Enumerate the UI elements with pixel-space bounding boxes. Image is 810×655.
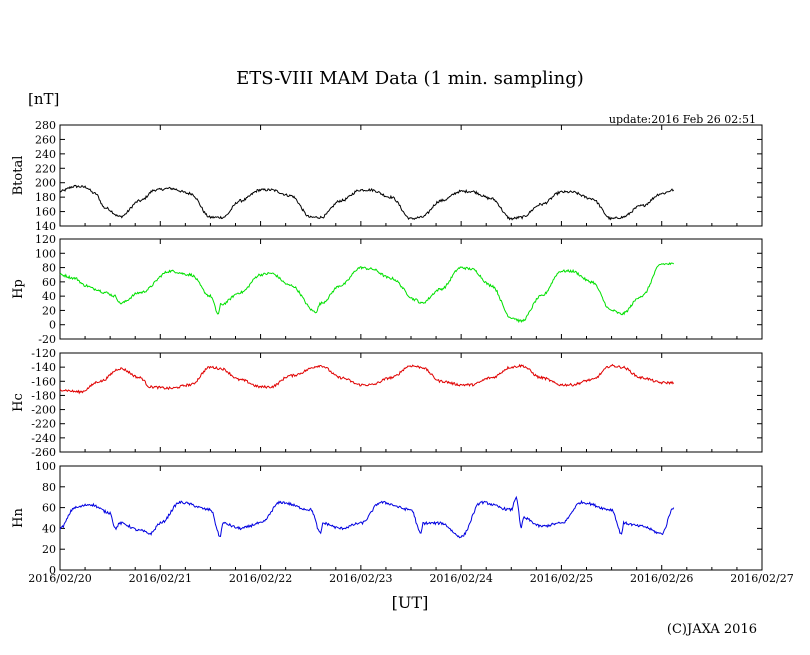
y-tick-label: 0	[49, 319, 56, 332]
y-tick-label: 20	[42, 304, 56, 317]
series-name-hc: Hc	[11, 393, 26, 412]
panel-frame	[59, 352, 763, 453]
x-tick-label: 2016/02/21	[129, 572, 192, 585]
x-axis-ticks: 2016/02/20 2016/02/21 2016/02/22 2016/02/23…	[28, 572, 793, 585]
y-tick-label: -160	[31, 375, 56, 388]
y-tick-label: 40	[42, 522, 56, 535]
x-tick-label: 2016/02/20	[28, 572, 91, 585]
y-tick-label: 100	[35, 247, 56, 260]
y-tick-label: -140	[31, 361, 56, 374]
series-line-hc	[59, 363, 675, 395]
y-tick-label: -200	[31, 404, 56, 417]
copyright-credit: (C)JAXA 2016	[667, 622, 757, 637]
series-line-hp	[59, 262, 675, 324]
chart-title: ETS-VIII MAM Data (1 min. sampling)	[236, 68, 584, 89]
y-tick-label: 200	[35, 177, 56, 190]
x-tick-label: 2016/02/22	[229, 572, 292, 585]
unit-label: [nT]	[28, 90, 59, 108]
chart-panels: 280260240220200180160140Btotal1201008060…	[11, 119, 763, 577]
y-tick-label: 0	[49, 564, 56, 577]
panel-frame	[59, 238, 763, 340]
y-tick-label: 100	[35, 460, 56, 473]
x-tick-label: 2016/02/27	[730, 572, 793, 585]
y-tick-label: 120	[35, 233, 56, 246]
y-tick-label: 20	[42, 543, 56, 556]
y-tick-label: -260	[31, 446, 56, 459]
series-name-hp: Hp	[11, 279, 26, 299]
x-tick-label: 2016/02/25	[530, 572, 593, 585]
y-tick-label: 60	[42, 502, 56, 515]
series-name-hn: Hn	[11, 508, 26, 528]
x-tick-label: 2016/02/24	[429, 572, 492, 585]
series-name-btotal: Btotal	[11, 156, 26, 196]
y-tick-label: -120	[31, 347, 56, 360]
series-line-hn	[59, 495, 675, 539]
y-tick-label: 240	[35, 148, 56, 161]
y-tick-label: 220	[35, 162, 56, 175]
y-tick-label: 40	[42, 290, 56, 303]
y-tick-label: 60	[42, 276, 56, 289]
x-tick-label: 2016/02/26	[630, 572, 693, 585]
panel-hn: 100 80 60 40 20 0 Hn	[11, 460, 763, 577]
y-tick-label: 140	[35, 220, 56, 233]
x-tick-label: 2016/02/23	[329, 572, 392, 585]
y-tick-label: -20	[38, 333, 56, 346]
panel-frame	[59, 124, 763, 227]
y-tick-label: 180	[35, 191, 56, 204]
y-tick-label: -180	[31, 389, 56, 402]
panel-frame	[59, 465, 763, 571]
panel-hc: -120-140-160-180 -200-220-240-260 Hc	[11, 347, 763, 459]
y-tick-label: 280	[35, 119, 56, 132]
x-axis-label: [UT]	[392, 593, 429, 612]
y-tick-label: -240	[31, 432, 56, 445]
y-tick-label: 160	[35, 206, 56, 219]
y-tick-label: 80	[42, 262, 56, 275]
y-tick-label: 80	[42, 481, 56, 494]
update-timestamp: update:2016 Feb 26 02:51	[609, 113, 756, 126]
y-tick-label: -220	[31, 418, 56, 431]
y-tick-label: 260	[35, 133, 56, 146]
series-line-btotal	[59, 184, 675, 221]
